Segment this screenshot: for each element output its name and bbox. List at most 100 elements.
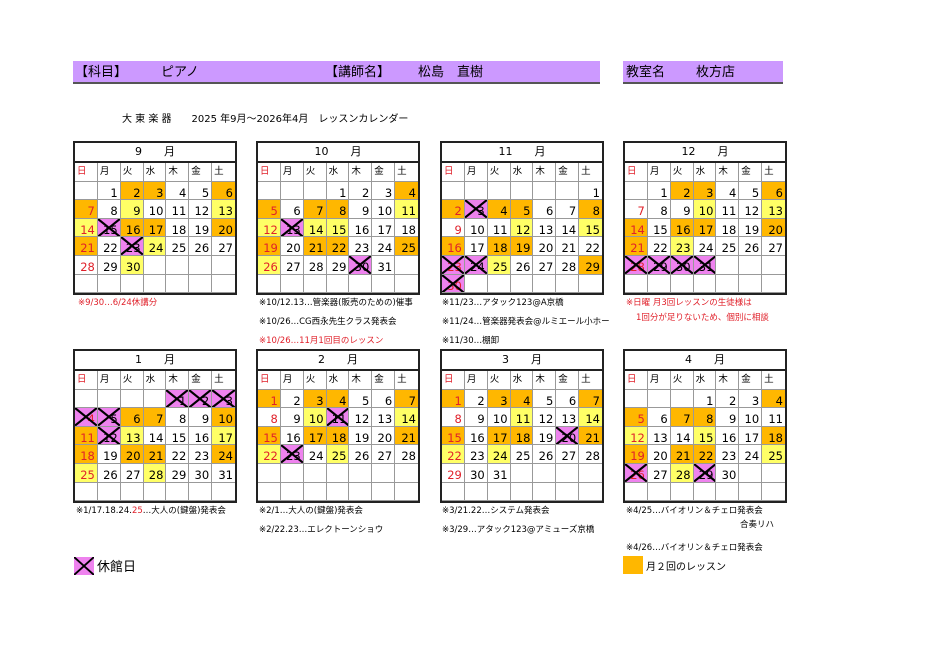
legend-two-per-month-label: 月２回のレッスン (646, 561, 726, 573)
day-cell: 21 (395, 426, 418, 446)
empty-cell (762, 256, 785, 275)
weekday-header: 月 (280, 163, 304, 182)
day-cell: 12 (97, 426, 121, 446)
day-number: 25 (721, 241, 737, 256)
closed-x-icon (349, 255, 372, 274)
day-number: 3 (477, 204, 485, 219)
header-bar-room: 教室名 枚方店 (623, 61, 783, 84)
day-cell: 26 (625, 463, 648, 483)
day-cell: 30 (716, 463, 740, 483)
day-number: 9 (133, 204, 141, 219)
day-cell: 9 (189, 408, 213, 427)
day-cell: 14 (75, 218, 98, 238)
day-number: 8 (660, 204, 668, 219)
day-cell: 19 (625, 445, 648, 464)
day-number: 3 (225, 393, 233, 408)
day-number: 17 (698, 222, 714, 237)
day-number: 9 (477, 412, 485, 427)
day-cell: 10 (212, 408, 235, 427)
day-number: 13 (653, 430, 668, 445)
empty-cell (258, 181, 281, 201)
weekday-header: 土 (762, 371, 785, 390)
day-number: 15 (171, 430, 187, 445)
day-number: 28 (401, 449, 416, 464)
weekday-header: 金 (189, 163, 213, 182)
day-number: 13 (538, 222, 554, 237)
day-number: 11 (171, 204, 187, 219)
day-cell: 13 (762, 200, 785, 219)
weekday-header: 火 (670, 371, 694, 390)
empty-cell (579, 464, 602, 483)
empty-cell (97, 274, 121, 294)
day-number: 24 (744, 449, 760, 464)
day-cell: 22 (647, 237, 671, 256)
day-number: 28 (585, 449, 600, 464)
day-cell: 14 (143, 426, 167, 446)
day-number: 13 (377, 412, 393, 427)
day-cell: 24 (693, 237, 717, 256)
weekday-header: 金 (189, 371, 213, 390)
note-jan-1: ※1/17.18.24.25…大人の(鍵盤)発表会 (76, 504, 226, 516)
day-number: 1 (706, 393, 714, 408)
day-number: 21 (561, 241, 577, 256)
day-number: 25 (80, 467, 95, 482)
day-cell: 29 (166, 463, 190, 483)
day-cell: 29 (647, 255, 671, 275)
empty-cell (533, 463, 557, 483)
day-cell: 2 (280, 389, 304, 409)
day-cell: 17 (143, 218, 167, 238)
empty-cell (303, 463, 327, 483)
day-number: 16 (721, 430, 737, 445)
day-cell: 21 (303, 237, 327, 256)
day-number: 26 (538, 449, 554, 464)
day-number: 20 (218, 222, 233, 237)
weekday-header: 土 (395, 371, 418, 390)
day-number: 16 (194, 430, 210, 445)
day-cell: 18 (716, 218, 740, 238)
day-cell: 28 (556, 255, 580, 275)
day-cell: 27 (647, 463, 671, 483)
weekday-header: 火 (670, 163, 694, 182)
empty-cell (556, 482, 580, 502)
empty-cell (556, 181, 580, 201)
empty-cell (303, 482, 327, 502)
day-cell: 3 (739, 389, 763, 409)
day-number: 12 (538, 412, 554, 427)
day-cell: 4 (510, 389, 534, 409)
empty-cell (395, 275, 418, 294)
weekday-header: 土 (762, 163, 785, 182)
day-number: 12 (744, 204, 760, 219)
empty-cell (189, 482, 213, 502)
empty-cell (395, 256, 418, 275)
empty-cell (487, 482, 511, 502)
day-cell: 27 (762, 237, 785, 256)
day-number: 16 (354, 222, 370, 237)
day-number: 24 (218, 449, 233, 464)
empty-cell (442, 482, 465, 502)
weekday-header: 水 (326, 163, 350, 182)
day-number: 1 (339, 185, 347, 200)
day-number: 1 (178, 393, 187, 408)
day-cell: 27 (533, 255, 557, 275)
day-number: 4 (87, 412, 95, 427)
day-cell: 5 (533, 389, 557, 409)
day-cell: 11 (166, 200, 190, 219)
day-cell: 9 (670, 200, 694, 219)
note-dec-2: 1回分が足りないため、個別に相談 (636, 313, 769, 323)
day-number: 8 (454, 412, 462, 427)
day-number: 24 (698, 241, 714, 256)
note-apr-3: ※4/26…バイオリン＆チェロ発表会 (626, 543, 763, 553)
day-number: 17 (744, 430, 760, 445)
weekday-header: 水 (510, 163, 534, 182)
day-number: 2 (728, 393, 737, 408)
day-cell: 18 (326, 426, 350, 446)
day-number: 12 (515, 222, 531, 237)
day-number: 8 (706, 412, 714, 427)
day-number: 8 (339, 204, 347, 219)
note-dec-1: ※日曜 月3回レッスンの生徒様は (626, 298, 752, 308)
day-cell: 18 (395, 219, 418, 238)
day-number: 10 (148, 204, 164, 219)
day-number: 14 (148, 430, 164, 445)
day-cell: 24 (739, 445, 763, 464)
month-title: 2 月 (258, 351, 418, 371)
